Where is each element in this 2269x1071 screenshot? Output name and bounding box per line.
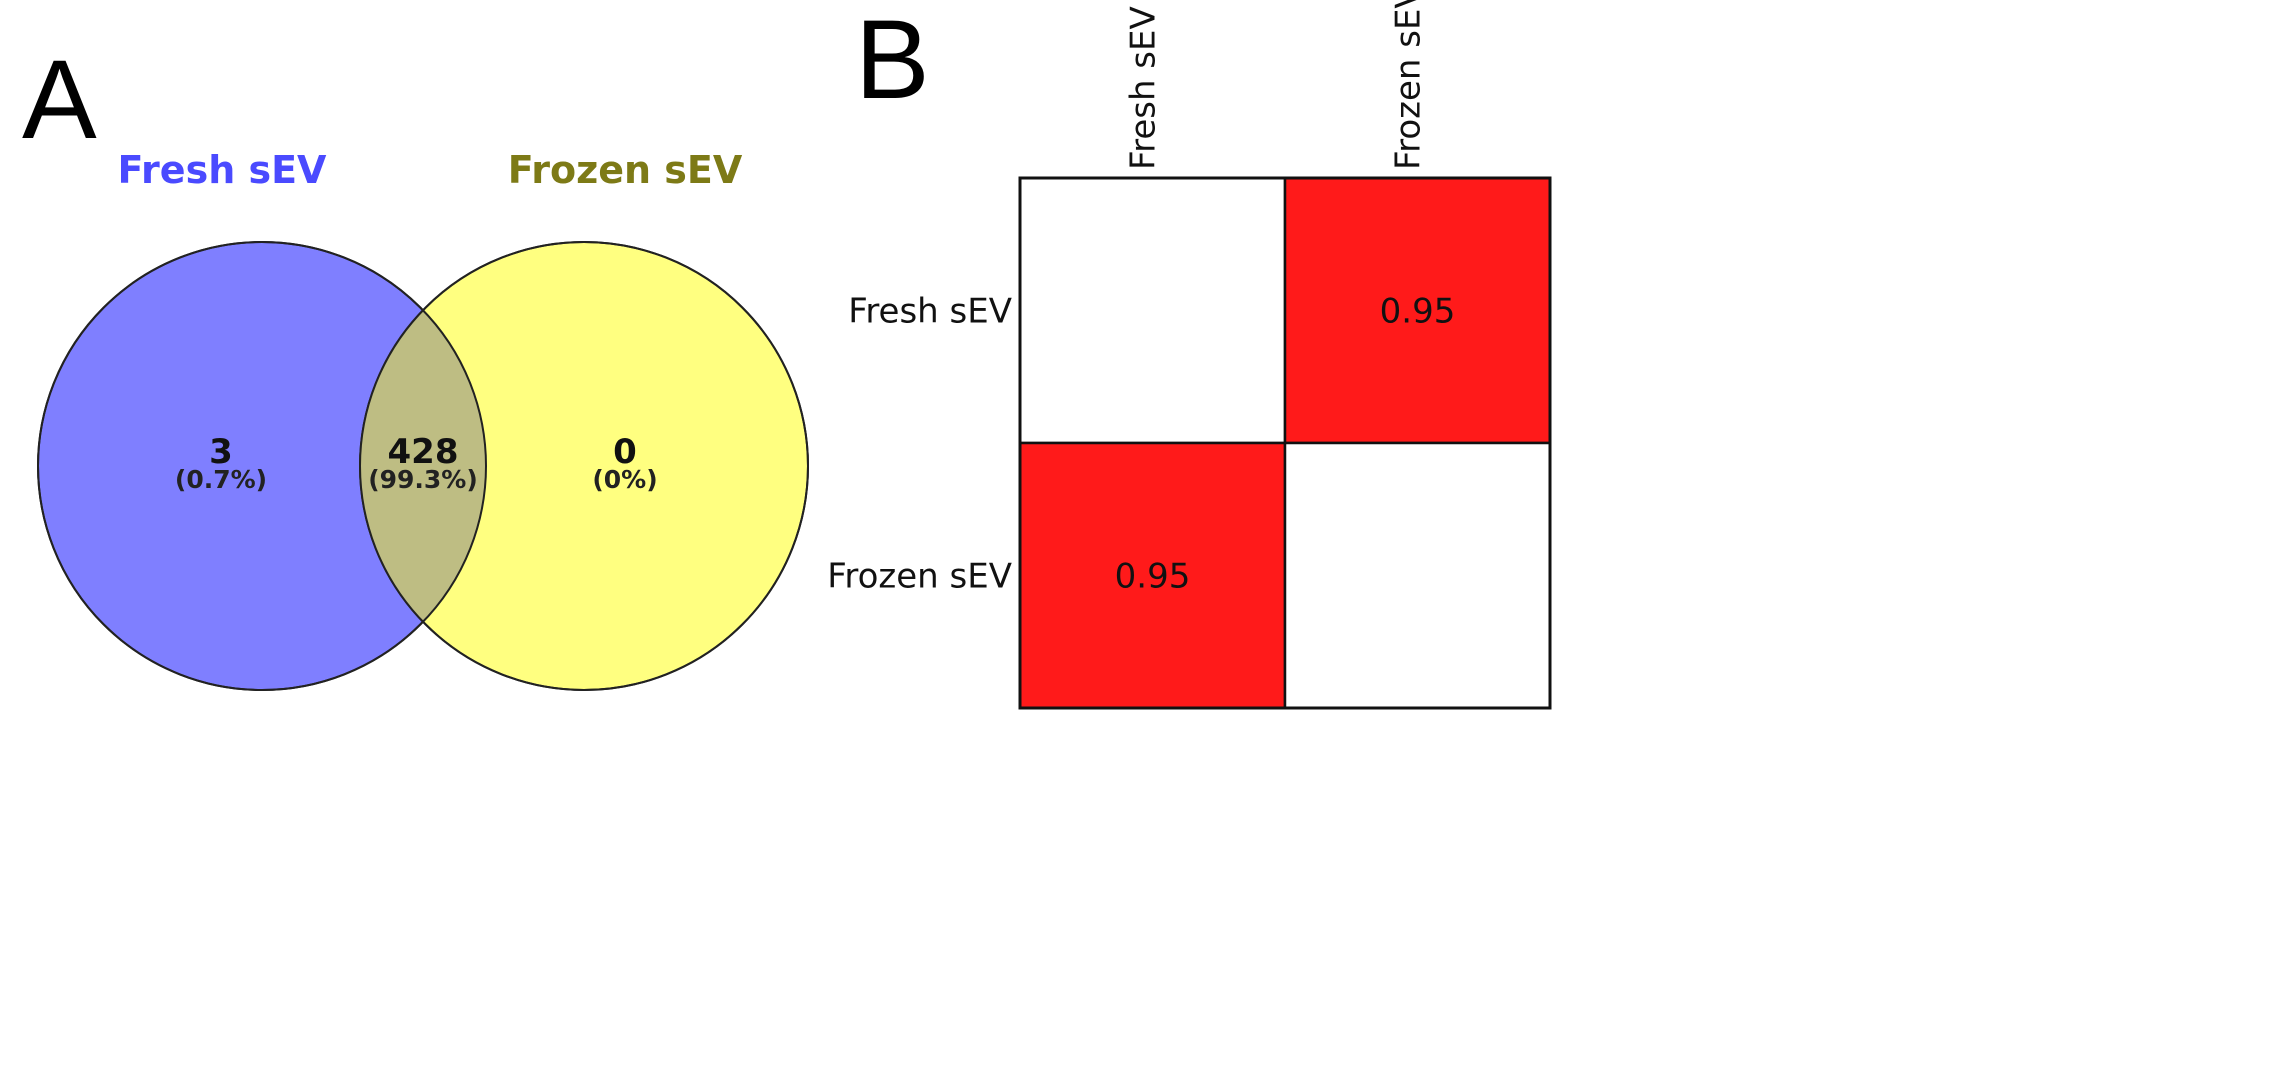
venn-outline-fresh [37,241,487,691]
heatmap-column-label: Frozen sEV [1389,0,1429,170]
heatmap-column-label: Fresh sEV [1124,6,1164,170]
venn-percent-frozen-only: (0%) [592,465,657,494]
panel-label-a: A [22,37,97,162]
heatmap-cell-r0-c1 [1283,176,1552,445]
heatmap-value-r1-c0: 0.95 [1115,557,1191,597]
correlation-heatmap: 0.95 0.95 Fresh sEV Frozen sEV Fresh sEV Froz… [827,0,1552,710]
venn-count-fresh-only: 3 [209,432,233,472]
heatmap-cell-r1-c1 [1283,441,1552,710]
venn-outline-frozen [359,241,809,691]
venn-set-title-fresh: Fresh sEV [118,148,328,192]
heatmap-value-r0-c1: 0.95 [1380,292,1456,332]
venn-percent-both: (99.3%) [368,465,478,494]
heatmap-row-label: Frozen sEV [827,557,1012,597]
venn-diagram: Fresh sEV Frozen sEV 3 (0.7%) 428 (99.3%… [37,148,809,691]
heatmap-row-label: Fresh sEV [848,292,1012,332]
venn-set-title-frozen: Frozen sEV [508,148,743,192]
panel-label-b: B [855,0,930,122]
venn-percent-fresh-only: (0.7%) [175,465,267,494]
heatmap-cell-r0-c0 [1018,176,1287,445]
venn-count-frozen-only: 0 [613,432,637,472]
heatmap-cell-r1-c0 [1018,441,1287,710]
venn-count-both: 428 [388,432,459,472]
heatmap-border [1018,176,1552,710]
